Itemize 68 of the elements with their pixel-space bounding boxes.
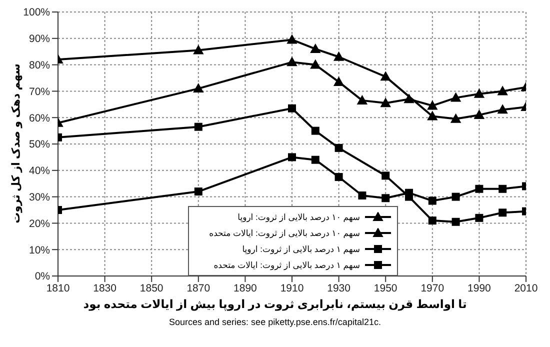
point [474,110,484,119]
source-note: Sources and series: see piketty.pse.ens.fr/capital21c. [168,317,382,327]
x-tick-label: 1850 [140,282,164,294]
point [382,172,390,180]
x-tick-label: 2010 [514,282,538,294]
x-axis-title: تا اواسط قرن بیستم، نابرابری ثروت در اروپا بیش از ایالات متحده بود [82,298,468,311]
point [498,104,508,114]
point [427,111,438,120]
point [498,184,507,193]
y-tick-label: 70% [28,86,50,98]
point [193,84,204,93]
point [428,216,436,225]
x-tick-label: 1910 [280,282,304,294]
point [450,114,461,123]
point [287,57,297,66]
point [311,126,320,135]
x-tick-label: 1830 [93,282,117,294]
y-tick-label: 20% [28,218,50,230]
point [194,122,202,131]
y-tick-label: 80% [28,60,50,72]
point [428,196,436,205]
point [334,173,343,181]
legend-label: سهم ۱۰ درصد بالایی از ثروت: اروپا [238,211,360,224]
legend-label: سهم ۱ درصد بالایی از ثروت: ایالات متحده [214,259,360,272]
y-tick-label: 50% [28,138,50,151]
legend-label: سهم ۱۰ درصد بالایی از ثروت: ایالات متحده [209,227,360,240]
x-tick-label: 1870 [186,282,210,294]
point [498,86,508,96]
point [498,208,507,217]
point [452,218,460,226]
x-tick-label: 1890 [234,282,258,294]
point [475,184,484,193]
point [334,52,344,61]
point [380,98,391,108]
point [287,34,297,44]
y-tick-label: 90% [28,33,50,46]
x-tick-label: 1990 [468,282,492,294]
y-tick-label: 30% [28,192,50,204]
point [288,104,296,112]
y-tick-label: 10% [28,244,50,256]
point [357,95,368,104]
point [474,88,484,98]
point [194,188,202,196]
point [310,60,320,69]
y-tick-label: 40% [28,165,50,178]
point [193,45,204,54]
y-tick-label: 0% [34,270,50,283]
x-tick-label: 1810 [46,282,70,294]
x-tick-label: 1950 [374,282,398,294]
y-tick-label: 100% [23,6,50,19]
point [450,92,461,102]
point [380,72,391,81]
point [382,194,390,202]
point [334,144,343,152]
point [288,153,296,162]
point [452,192,460,201]
point [334,76,344,86]
point [475,214,484,222]
point [310,44,320,53]
point [311,156,320,164]
point [358,191,366,200]
y-axis-title: سهم دهک و صدک از کل ثروت [10,63,22,223]
y-tick-label: 60% [28,112,50,124]
point [427,100,438,110]
legend-label: سهم ۱ درصد بالایی از ثروت: اروپا [242,243,360,256]
point [404,94,414,104]
x-tick-label: 1930 [327,282,351,294]
x-tick-label: 1970 [420,282,444,294]
